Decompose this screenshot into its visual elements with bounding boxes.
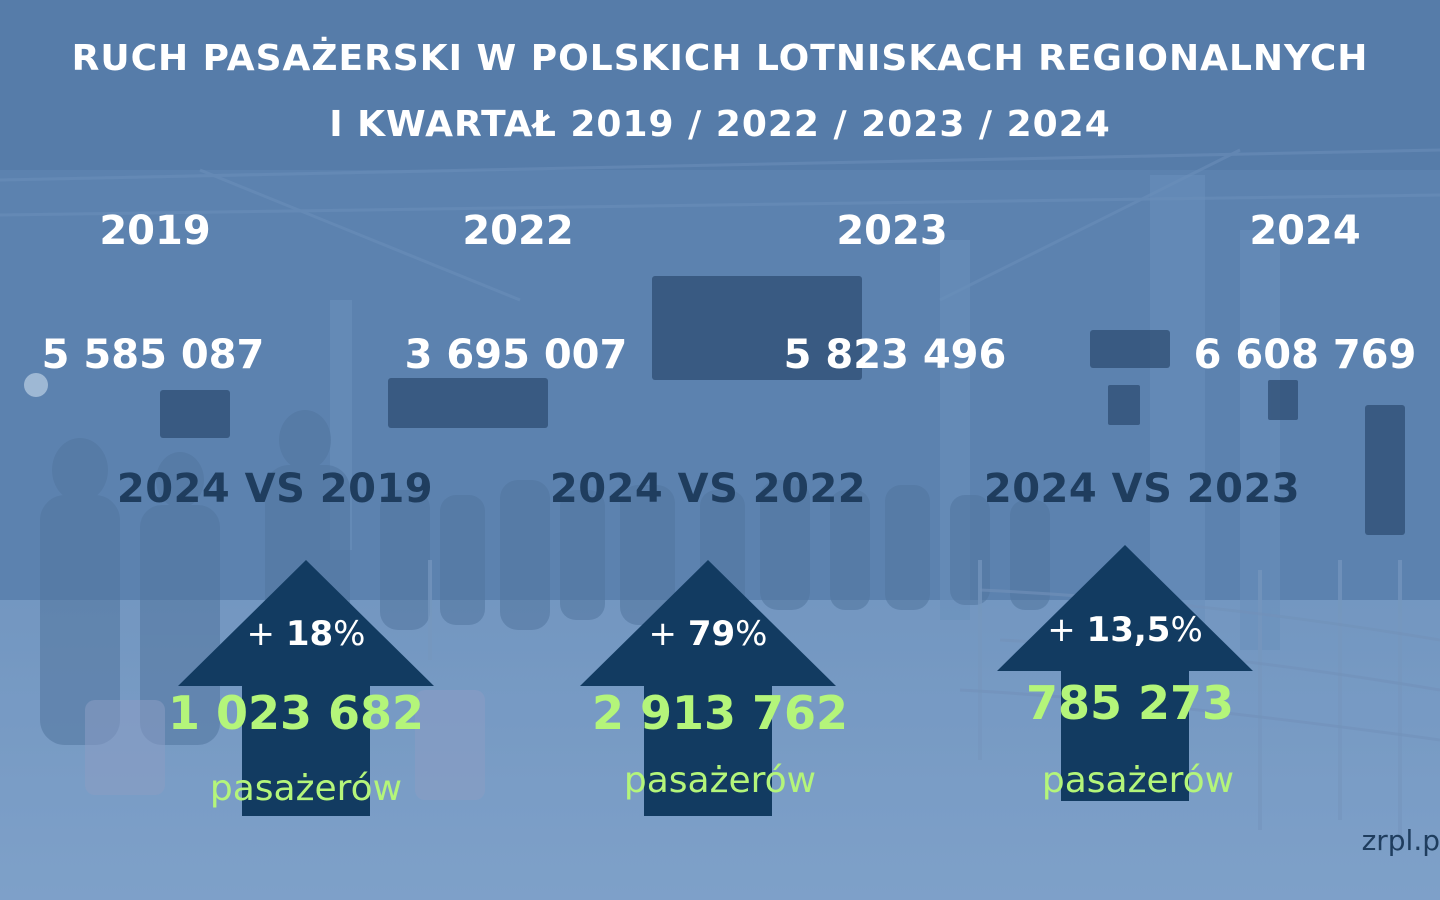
percent-change-vs-2019: + 18% — [246, 614, 366, 654]
passenger-increase-vs-2022: 2 913 762 — [591, 686, 849, 740]
up-arrow-icon — [580, 560, 836, 816]
title-line-1: RUCH PASAŻERSKI W POLSKICH LOTNISKACH RE… — [71, 38, 1369, 79]
passenger-increase-vs-2023: 785 273 — [1025, 676, 1235, 730]
passengers-2024: 6 608 769 — [1193, 332, 1417, 378]
up-arrow-icon — [178, 560, 434, 816]
comparison-label-2019: 2024 VS 2019 — [116, 466, 434, 512]
unit-label: pasażerów — [1041, 760, 1235, 801]
year-label-2019: 2019 — [99, 208, 211, 254]
year-label-2024: 2024 — [1249, 208, 1361, 254]
year-label-2023: 2023 — [836, 208, 948, 254]
passengers-2022: 3 695 007 — [404, 332, 628, 378]
year-label-2022: 2022 — [462, 208, 574, 254]
title-line-2: I KWARTAŁ 2019 / 2022 / 2023 / 2024 — [329, 104, 1111, 145]
unit-label: pasażerów — [209, 768, 403, 809]
up-arrow-icon — [997, 545, 1253, 801]
comparison-label-2022: 2024 VS 2022 — [549, 466, 867, 512]
passengers-2023: 5 823 496 — [783, 332, 1007, 378]
comparison-label-2023: 2024 VS 2023 — [983, 466, 1301, 512]
unit-label: pasażerów — [623, 760, 817, 801]
source-label: zrpl.p — [1361, 824, 1440, 857]
passenger-increase-vs-2019: 1 023 682 — [167, 686, 425, 740]
percent-change-vs-2022: + 79% — [648, 614, 768, 654]
percent-change-vs-2023: + 13,5% — [1047, 610, 1203, 650]
passengers-2019: 5 585 087 — [41, 332, 265, 378]
